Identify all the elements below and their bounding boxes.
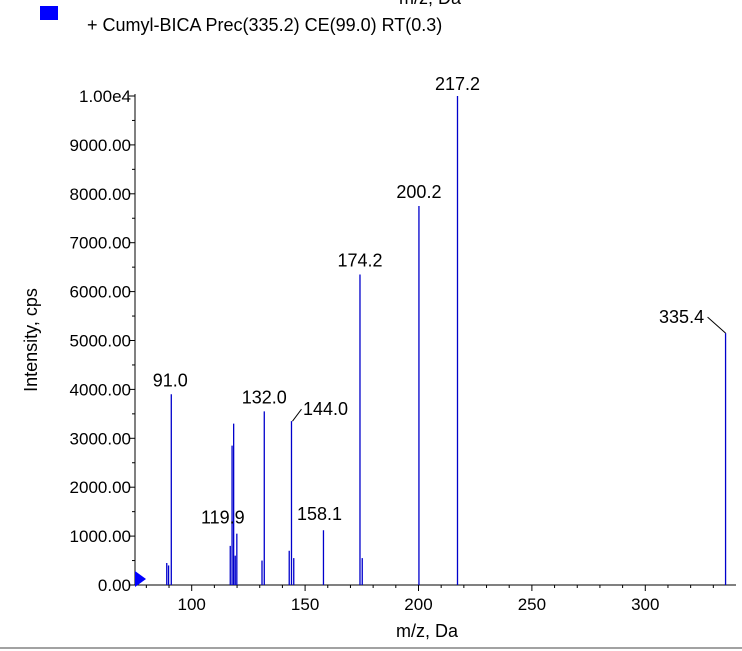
y-tick-label: 5000.00 [70,332,131,351]
x-axis: 100 150 200 250 300 [135,584,736,614]
y-tick-label: 4000.00 [70,380,131,399]
y-tick-label: 3000.00 [70,429,131,448]
peak-label: 217.2 [435,74,480,94]
y-axis-title: Intensity, cps [21,288,41,392]
y-axis: 0.00 1000.00 2000.00 3000.00 4000.00 5000.00 6… [70,87,136,595]
legend-swatch [40,6,58,20]
x-tick-label: 250 [518,595,546,614]
y-tick-label: 1.00e4 [79,87,131,106]
y-tick-label: 2000.00 [70,478,131,497]
y-tick-label: 1000.00 [70,527,131,546]
legend-text: + Cumyl-BICA Prec(335.2) CE(99.0) RT(0.3… [87,15,442,35]
y-tick-label: 9000.00 [70,136,131,155]
y-tick-label: 6000.00 [70,283,131,302]
x-axis-title: m/z, Da [396,621,459,641]
peak-label: 144.0 [303,399,348,419]
peak-leader-line [707,316,726,334]
peak-labels: 91.0 119.9 132.0 144.0 158.1 174.2 200.2 217.2 3… [153,74,726,528]
cut-top-label: m/z, Da [399,0,462,8]
legend: + Cumyl-BICA Prec(335.2) CE(99.0) RT(0.3… [40,6,442,35]
x-tick-label: 100 [178,595,206,614]
peak-label: 132.0 [242,387,287,407]
peak-label: 335.4 [659,307,704,327]
peak-label: 91.0 [153,370,188,390]
x-tick-label: 150 [291,595,319,614]
origin-marker-icon[interactable] [135,571,146,587]
peak-label: 158.1 [297,504,342,524]
peak-label: 119.9 [201,508,245,528]
x-tick-label: 300 [631,595,659,614]
y-tick-label: 8000.00 [70,185,131,204]
y-tick-label: 7000.00 [70,234,131,253]
peaks [166,96,727,585]
peak-label: 200.2 [396,182,441,202]
peak-leader-line [292,408,302,422]
x-tick-label: 200 [404,595,432,614]
peak-label: 174.2 [337,250,382,270]
y-tick-label: 0.00 [98,576,131,595]
